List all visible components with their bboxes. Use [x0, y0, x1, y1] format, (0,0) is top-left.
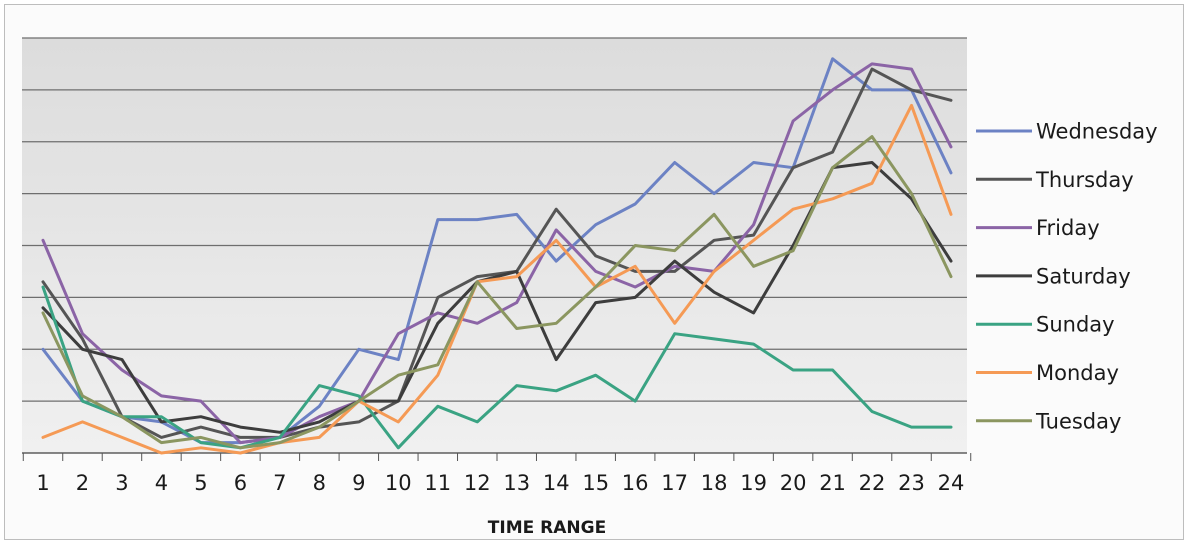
x-tick-label: 12: [464, 471, 491, 495]
x-tick-label: 16: [622, 471, 649, 495]
x-tick-label: 6: [234, 471, 247, 495]
x-tick-label: 19: [740, 471, 767, 495]
x-tick-label: 24: [938, 471, 965, 495]
x-tick-label: 20: [780, 471, 807, 495]
x-tick-label: 8: [313, 471, 326, 495]
x-tick-label: 3: [115, 471, 128, 495]
legend-label-saturday: Saturday: [1036, 264, 1131, 288]
x-axis: 1 2 3 4 5 6 7 8 9 10 11 12 13 14 15 16 17 18 19 20 21 22 23 24: [22, 452, 972, 495]
legend-label-friday: Friday: [1036, 216, 1100, 240]
series-line-thursday: [41, 67, 953, 439]
x-tick-label: 21: [819, 471, 846, 495]
x-tick-label: 22: [859, 471, 886, 495]
gridlines: [22, 37, 967, 454]
legend-label-thursday: Thursday: [1035, 168, 1134, 192]
legend-label-monday: Monday: [1036, 361, 1119, 385]
x-tick-label: 23: [898, 471, 925, 495]
series-line-friday: [41, 62, 953, 445]
x-tick-label: 1: [36, 471, 49, 495]
x-tick-label: 2: [76, 471, 89, 495]
x-tick-label: 11: [424, 471, 451, 495]
x-tick-label: 15: [582, 471, 609, 495]
legend-label-wednesday: Wednesday: [1036, 120, 1158, 144]
series-line-tuesday: [41, 135, 953, 450]
x-tick-label: 18: [701, 471, 728, 495]
x-tick-label: 14: [543, 471, 570, 495]
series-line-monday: [41, 103, 953, 455]
x-tick-label: 17: [661, 471, 688, 495]
x-tick-label: 9: [352, 471, 365, 495]
x-axis-title: TIME RANGE: [488, 518, 606, 538]
x-tick-label: 13: [503, 471, 530, 495]
legend: Wednesday Thursday Friday Saturday Sunday Mon…: [976, 120, 1158, 433]
legend-label-sunday: Sunday: [1036, 313, 1115, 337]
x-tick-label: 4: [155, 471, 168, 495]
series-line-saturday: [41, 161, 953, 434]
x-tick-label: 7: [273, 471, 286, 495]
x-tick-label: 5: [194, 471, 207, 495]
legend-label-tuesday: Tuesday: [1035, 409, 1121, 433]
series-lines: [41, 57, 953, 455]
x-tick-label: 10: [385, 471, 412, 495]
